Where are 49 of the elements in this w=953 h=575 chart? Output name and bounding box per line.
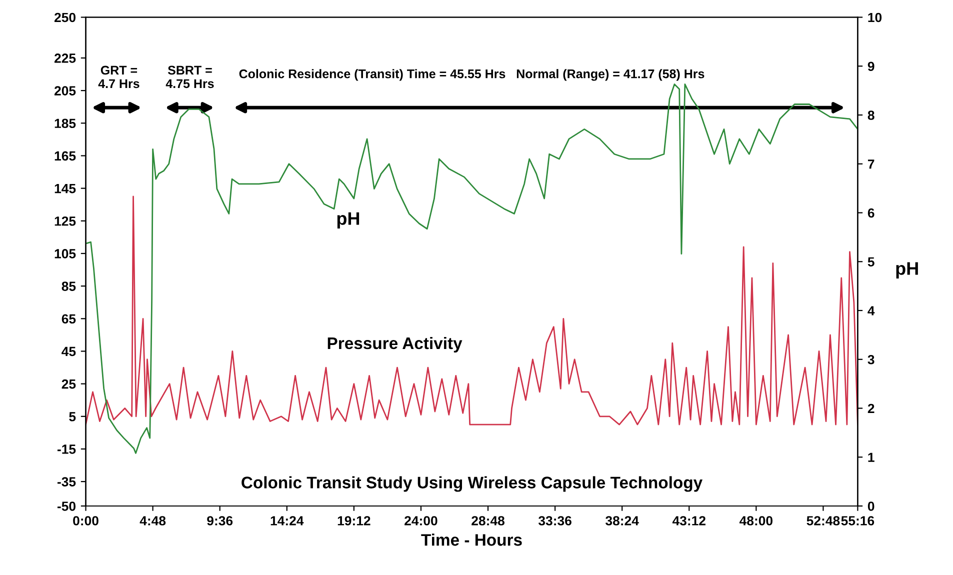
y-tick-label: -50: [57, 502, 76, 511]
y-tick-label: 205: [54, 86, 76, 96]
x-tick-label: 33:36: [538, 516, 572, 526]
x-tick-label: 55:16: [841, 516, 874, 526]
y2-tick-label: 3: [868, 354, 874, 364]
x-tick-label: 28:48: [472, 516, 504, 526]
y-tick-label: 85: [62, 282, 76, 291]
annotation: Colonic Transit Study Using Wireless Capsule Technology: [242, 476, 702, 492]
y-tick-label: 125: [54, 216, 76, 226]
annotation: Colonic Residence (Transit) Time = 45.55 Hrs Normal (Range) = 41.17 (58) Hrs: [239, 69, 704, 81]
y-tick-label: -35: [57, 477, 76, 486]
x-tick-label: 38:24: [606, 516, 639, 526]
y-tick-label: 45: [62, 346, 76, 356]
y2-tick-label: 4: [868, 306, 875, 316]
annotation: pH: [337, 212, 360, 228]
y-tick-label: 105: [54, 249, 76, 258]
y2-tick-label: 5: [868, 257, 874, 267]
y2-tick-label: 1: [868, 452, 874, 462]
y-tick-label: 25: [62, 379, 76, 389]
y-tick-label: 225: [54, 54, 76, 63]
x-tick-label: 14:24: [270, 516, 304, 526]
annotation: Pressure Activity: [328, 336, 462, 352]
y-tick-label: 250: [54, 12, 76, 22]
y2-tick-label: 9: [868, 62, 874, 72]
y2-tick-label: 7: [868, 160, 874, 169]
x-tick-label: 19:12: [338, 516, 370, 526]
y-tick-label: 165: [54, 151, 76, 161]
annotation: SBRT = 4.75 Hrs: [166, 66, 214, 88]
y2-axis-title: pH: [896, 262, 918, 278]
line-series: [86, 196, 858, 426]
y2-tick-label: 2: [868, 404, 874, 414]
y-tick-label: 5: [69, 412, 76, 422]
y2-tick-label: 10: [868, 12, 882, 22]
y-tick-label: -15: [57, 444, 76, 454]
annotation: GRT = 4.7 Hrs: [98, 66, 140, 88]
x-tick-label: 43:12: [672, 516, 706, 526]
x-tick-label: 9:36: [207, 516, 233, 526]
x-tick-label: 48:00: [739, 516, 772, 526]
x-tick-label: 0:00: [73, 516, 98, 526]
x-tick-label: 52:48: [806, 516, 840, 526]
y2-tick-label: 8: [868, 110, 874, 120]
y2-tick-label: 6: [868, 208, 874, 218]
y-tick-label: 65: [62, 314, 76, 324]
y-tick-label: 145: [54, 184, 76, 194]
x-axis-title: Time - Hours: [421, 534, 522, 546]
x-tick-label: 24:00: [404, 516, 438, 526]
y-tick-label: 185: [54, 118, 76, 128]
x-tick-label: 4:48: [140, 516, 166, 526]
y2-tick-label: 0: [868, 502, 874, 511]
